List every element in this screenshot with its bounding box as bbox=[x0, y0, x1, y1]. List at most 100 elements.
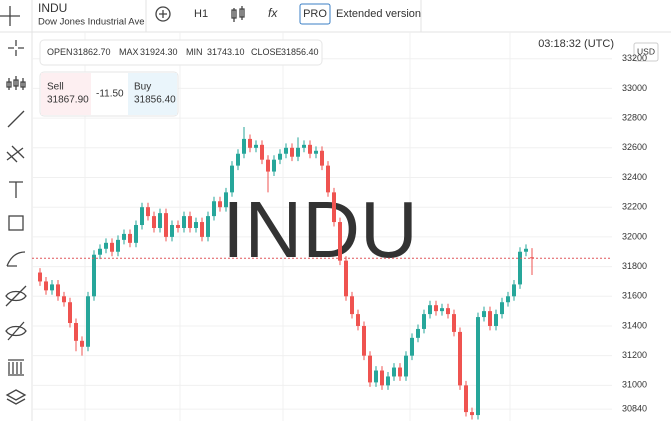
clock: 03:18:32 (UTC) bbox=[538, 38, 614, 50]
layers-tool[interactable] bbox=[5, 389, 27, 405]
max-value: 31924.30 bbox=[140, 47, 178, 57]
buy-button[interactable] bbox=[128, 73, 177, 115]
candle-body bbox=[446, 308, 450, 315]
candle-body bbox=[86, 296, 90, 347]
y-tick-label: 32800 bbox=[622, 112, 647, 122]
candle-body bbox=[194, 222, 198, 228]
candle-body bbox=[140, 207, 144, 226]
candle-body bbox=[260, 144, 264, 160]
symbol-name: Dow Jones Industrial Ave bbox=[38, 17, 145, 28]
y-tick-label: 31000 bbox=[622, 380, 647, 390]
sell-button[interactable] bbox=[41, 73, 91, 115]
hide-all-tool[interactable] bbox=[5, 321, 27, 341]
buy-label: Buy bbox=[134, 82, 151, 93]
candle-body bbox=[248, 138, 252, 148]
line-tool[interactable] bbox=[7, 110, 25, 128]
open-value: 31862.70 bbox=[73, 47, 111, 57]
candle-body bbox=[356, 314, 360, 326]
candle-body bbox=[362, 325, 366, 356]
y-tick-label: 31600 bbox=[622, 291, 647, 301]
candle-body bbox=[236, 153, 240, 166]
fib-tool[interactable] bbox=[6, 145, 25, 163]
min-value: 31743.10 bbox=[207, 47, 245, 57]
candle-body bbox=[104, 242, 108, 249]
candle-body bbox=[470, 412, 474, 416]
candle-body bbox=[452, 314, 456, 332]
candle-body bbox=[464, 385, 468, 413]
brush-tool[interactable] bbox=[6, 251, 26, 267]
y-tick-label: 33200 bbox=[622, 53, 647, 63]
candle-body bbox=[212, 201, 216, 217]
add-icon bbox=[159, 10, 167, 18]
candle-body bbox=[164, 213, 168, 237]
candle-body bbox=[110, 242, 114, 252]
text-tool[interactable] bbox=[9, 181, 23, 198]
candle-body bbox=[422, 314, 426, 329]
indicators[interactable]: fx bbox=[268, 6, 278, 20]
currency-box[interactable] bbox=[633, 42, 659, 62]
candle-body bbox=[380, 370, 384, 386]
y-tick-label: 32000 bbox=[622, 231, 647, 241]
delete-tool[interactable] bbox=[8, 359, 24, 376]
candle-body bbox=[326, 165, 330, 193]
chart-type[interactable] bbox=[231, 6, 245, 22]
shape-tool[interactable] bbox=[8, 215, 24, 231]
candle-body bbox=[50, 284, 54, 291]
currency: USD bbox=[637, 46, 655, 56]
candle-body bbox=[278, 153, 282, 160]
candle-body bbox=[476, 317, 480, 416]
candle-body bbox=[404, 355, 408, 377]
candle-body bbox=[314, 150, 318, 154]
y-tick-label: 31400 bbox=[622, 320, 647, 330]
candle-body bbox=[518, 251, 522, 285]
min-label: MIN bbox=[186, 47, 203, 57]
candle-body bbox=[374, 370, 378, 383]
candle-body bbox=[218, 201, 222, 208]
pro-badge[interactable] bbox=[299, 3, 331, 25]
candle-body bbox=[272, 159, 276, 172]
candle-body bbox=[224, 192, 228, 208]
cursor-tool[interactable] bbox=[8, 40, 24, 56]
candle-body bbox=[266, 159, 270, 172]
candle-body bbox=[386, 376, 390, 386]
y-tick-label: 32600 bbox=[622, 142, 647, 152]
candle-body bbox=[62, 296, 66, 303]
candle-body bbox=[320, 150, 324, 166]
extended-version[interactable]: Extended version bbox=[336, 8, 421, 20]
candle-body bbox=[506, 296, 510, 303]
hide-tool[interactable] bbox=[5, 285, 27, 307]
candle-body bbox=[368, 355, 372, 383]
pro-label: PRO bbox=[303, 8, 327, 20]
y-tick-label: 30840 bbox=[622, 403, 647, 413]
candle-body bbox=[176, 225, 180, 228]
candle-body bbox=[182, 216, 186, 228]
candle-body bbox=[146, 207, 150, 217]
candle-body bbox=[500, 302, 504, 315]
candle-body bbox=[350, 296, 354, 315]
close-value: 31856.40 bbox=[281, 47, 319, 57]
y-tick-label: 31800 bbox=[622, 261, 647, 271]
y-tick-label: 33000 bbox=[622, 83, 647, 93]
sell-price: 31867.90 bbox=[47, 95, 89, 106]
candle-body bbox=[128, 233, 132, 243]
spread: -11.50 bbox=[96, 89, 124, 100]
symbol[interactable]: INDU bbox=[38, 1, 67, 15]
ohlc: OPEN 31862.70 MAX 31924.30 MIN 31743.10 … bbox=[47, 47, 319, 57]
candle-body bbox=[242, 138, 246, 154]
candle-body bbox=[284, 147, 288, 154]
candle-body bbox=[80, 340, 84, 347]
timeframe[interactable]: H1 bbox=[194, 8, 208, 20]
top-bar bbox=[0, 0, 671, 32]
candle-body bbox=[524, 248, 528, 252]
candle-body bbox=[134, 225, 138, 243]
candle-tool[interactable] bbox=[6, 76, 26, 90]
candle-body bbox=[68, 302, 72, 324]
candle-body bbox=[170, 225, 174, 237]
candle-body bbox=[296, 147, 300, 157]
add-button[interactable] bbox=[155, 6, 171, 22]
candle-body bbox=[116, 239, 120, 252]
candle-body bbox=[230, 165, 234, 193]
candle-body bbox=[344, 260, 348, 297]
candle-body bbox=[92, 254, 96, 297]
